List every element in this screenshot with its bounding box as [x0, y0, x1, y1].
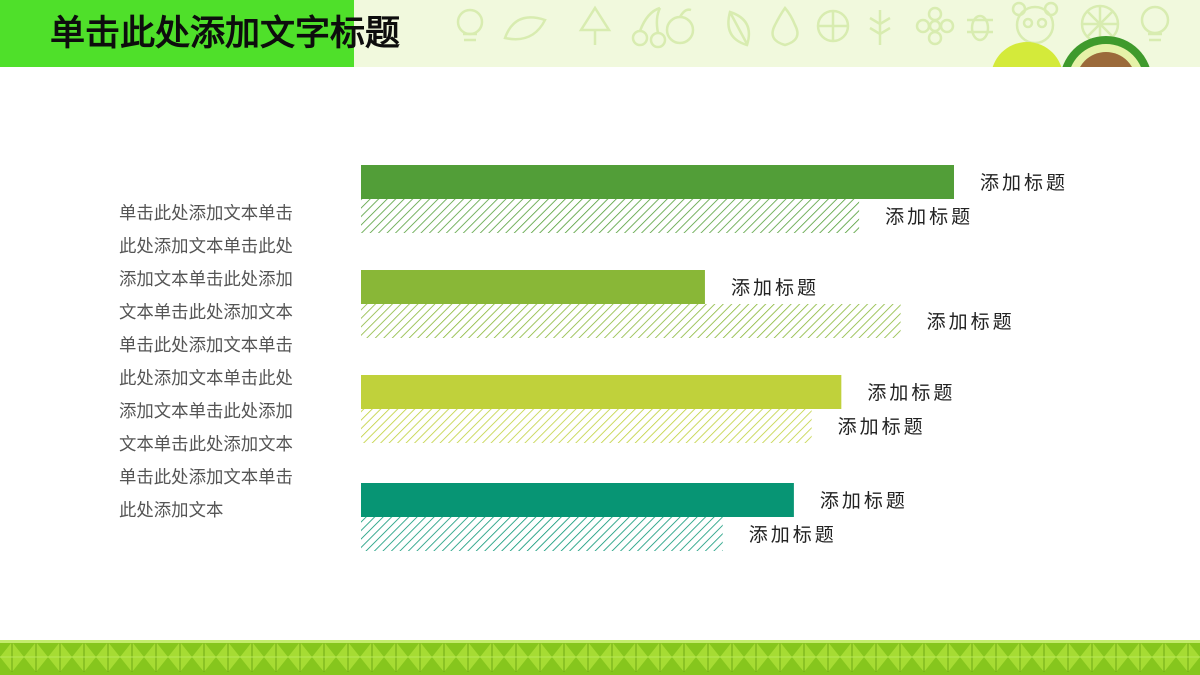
cherry-icon: [631, 6, 667, 49]
bar-solid: [361, 270, 705, 304]
bar-solid: [361, 375, 842, 409]
fruit-slice-icon: [503, 16, 547, 41]
page-title: 单击此处添加文字标题: [50, 14, 401, 54]
bar-solid: [361, 165, 954, 199]
body-text-line: 文本单击此处添加文本: [119, 435, 293, 455]
bar-hatched: [361, 304, 901, 338]
body-text-line: 文本单击此处添加文本: [119, 303, 293, 323]
body-text-line: 单击此处添加文本单击: [119, 336, 293, 356]
bar-label: 添加标题: [731, 277, 819, 299]
bar-hatched: [361, 409, 812, 443]
bar-label: 添加标题: [838, 416, 926, 438]
apple-icon: [665, 8, 695, 45]
body-text-line: 单击此处添加文本单击: [119, 204, 293, 224]
lightbulb-icon: [1140, 5, 1170, 42]
body-text-line: 添加文本单击此处添加: [119, 402, 293, 422]
body-text-line: 此处添加文本单击此处: [119, 237, 293, 257]
bar-hatched: [361, 199, 860, 233]
bar-solid: [361, 483, 794, 517]
title-bar: 单击此处添加文字标题: [0, 0, 400, 67]
pear-icon: [771, 5, 799, 47]
lemon-icon: [816, 9, 850, 43]
tree-icon: [578, 5, 612, 45]
lightbulb-icon: [456, 8, 484, 42]
flower-icon: [915, 6, 955, 46]
body-text-line: 单击此处添加文本单击: [119, 468, 293, 488]
bar-label: 添加标题: [927, 311, 1015, 333]
leaf-icon: [727, 10, 751, 47]
bar-hatched: [361, 517, 723, 551]
body-text-block: 单击此处添加文本单击 此处添加文本单击此处 添加文本单击此处添加 文本单击此处添…: [119, 198, 319, 528]
body-text-line: 此处添加文本单击此处: [119, 369, 293, 389]
footer-band: [0, 640, 1200, 675]
wheat-icon: [869, 10, 891, 45]
bar-label: 添加标题: [867, 382, 955, 404]
bar-label: 添加标题: [885, 206, 973, 228]
body-text-line: 此处添加文本: [119, 501, 224, 521]
bug-icon: [967, 14, 993, 42]
header-decoration: [456, 1, 1170, 67]
badge-icon: [992, 36, 1150, 67]
footer-pattern: [0, 640, 1200, 675]
bar-label: 添加标题: [749, 524, 837, 546]
body-text-line: 添加文本单击此处添加: [119, 270, 293, 290]
bar-label: 添加标题: [820, 490, 908, 512]
bar-label: 添加标题: [980, 172, 1068, 194]
